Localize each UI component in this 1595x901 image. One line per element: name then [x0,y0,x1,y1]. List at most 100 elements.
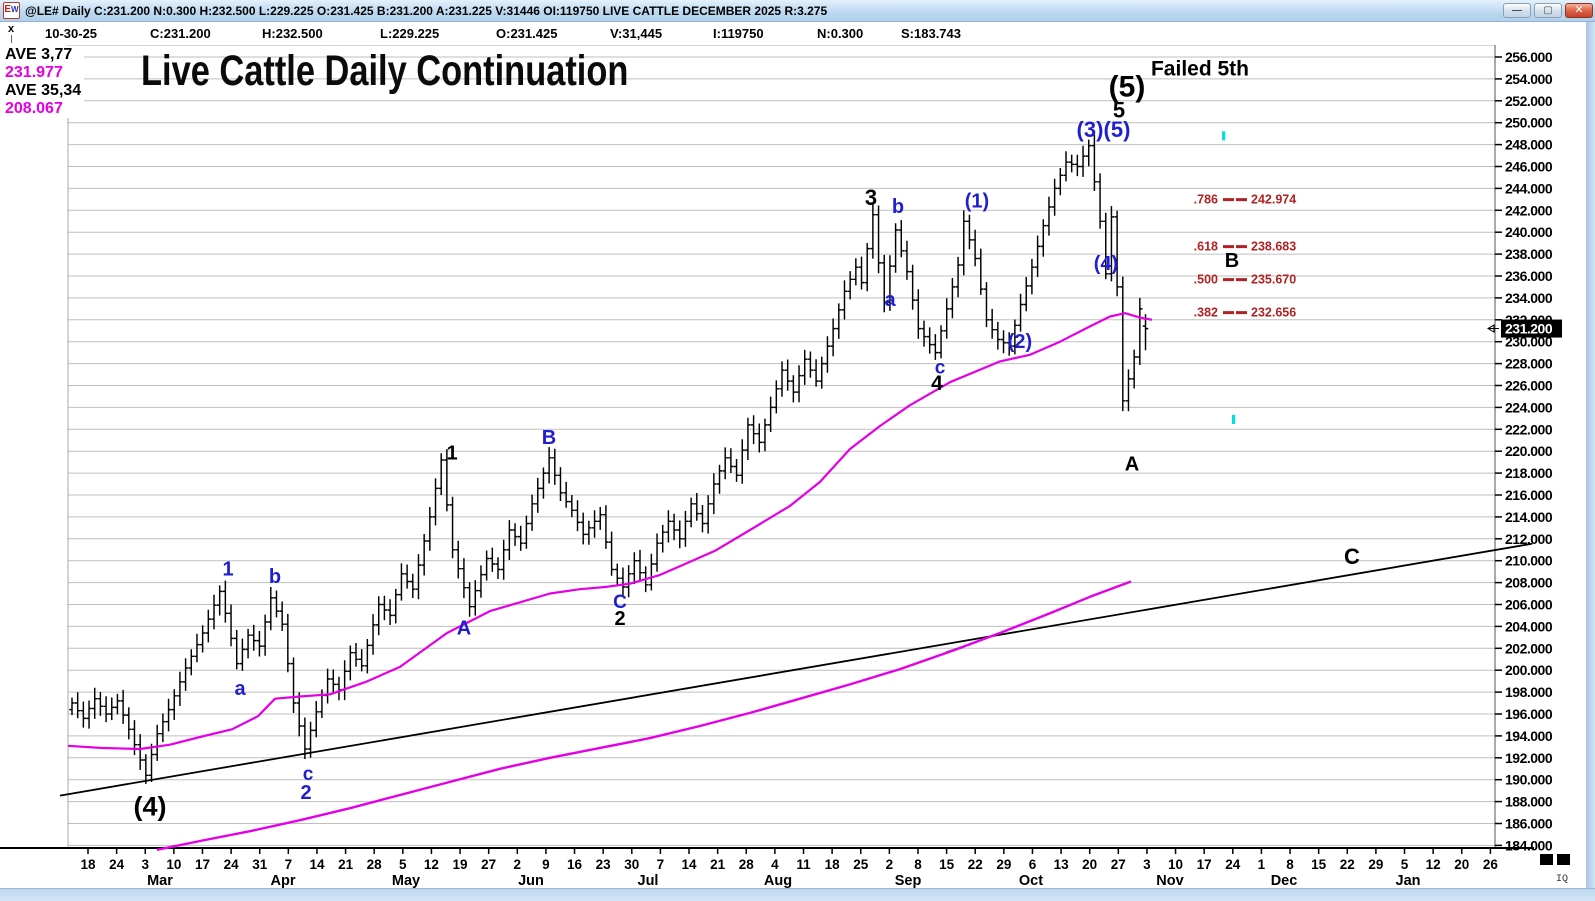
price-axis-label: 196.000 [1505,706,1553,722]
wave-label: (1) [965,191,989,213]
date-tick-label: 7 [285,857,293,872]
price-axis-label: 214.000 [1505,509,1553,525]
fib-ratio-label: .618 [1194,240,1218,254]
maximize-button[interactable]: ▢ [1534,3,1562,18]
wave-annotations: Failed 5th(5)5(3) (5)3 b (1)a(4) B(2)c4A1BAC… [134,58,1361,822]
fib-ratio-label: .382 [1194,306,1218,320]
date-tick-label: 22 [968,857,983,872]
price-axis-label: 202.000 [1505,640,1553,656]
wave-label: b [269,566,281,588]
month-label: Oct [1019,873,1043,889]
date-tick-label: 5 [1401,857,1409,872]
wave-label: (4) [1094,253,1118,275]
wave-label: a [884,289,896,311]
corner-scroll-buttons[interactable] [1540,854,1570,865]
quote-high: H:232.500 [262,26,323,41]
price-axis: 256.000 254.000 252.000 250.000 248.000 246.0… [1495,49,1553,853]
date-tick-label: 24 [224,857,240,872]
month-label: Apr [271,873,296,889]
date-tick-label: 12 [1426,857,1441,872]
quote-date: 10-30-25 [45,26,98,41]
fast-average-line [67,312,1153,751]
date-tick-label: 30 [624,857,639,872]
wave-label: (4) [134,792,167,822]
price-axis-label: 250.000 [1505,115,1553,131]
date-tick-label: 18 [80,857,96,872]
window-titlebar[interactable]: EW @LE# Daily C:231.200 N:0.300 H:232.50… [0,0,1595,22]
price-axis-label: 218.000 [1505,465,1553,481]
quote-volume: V:31,445 [610,26,663,41]
wave-label: 1 [446,442,457,464]
slow-average-label: AVE 35,34 [5,82,82,99]
date-tick-label: 6 [1029,857,1037,872]
date-tick-label: 8 [914,857,922,872]
wave-label: 3 [865,185,877,210]
date-tick-label: 10 [1168,857,1183,872]
price-axis-label: 256.000 [1505,49,1553,65]
wave-label: (5) [1109,70,1146,103]
vertical-scrollbar-strip[interactable] [1586,21,1595,900]
quote-settle: S:183.743 [901,26,961,41]
price-axis-label: 238.000 [1505,246,1553,262]
price-axis-label: 246.000 [1505,159,1553,175]
fib-ratio-label: .786 [1194,193,1218,207]
month-label: Sep [895,873,922,889]
price-axis-label: 252.000 [1505,93,1553,109]
date-tick-label: 23 [596,857,612,872]
price-axis-label: 226.000 [1505,378,1553,394]
month-label: Aug [764,873,792,889]
price-axis-label: 230.000 [1505,334,1553,350]
price-axis-label: 234.000 [1505,290,1553,306]
date-tick-label: 2 [514,857,522,872]
month-label: Nov [1156,873,1183,889]
fast-average-label: AVE 3,77 [5,46,73,63]
date-tick-label: 25 [853,857,869,872]
scroll-square-icon[interactable] [1540,854,1553,865]
quote-open: O:231.425 [496,26,558,41]
quote-low: L:229.225 [380,26,440,41]
window-title: @LE# Daily C:231.200 N:0.300 H:232.500 L… [25,3,828,18]
price-axis-label: 210.000 [1505,553,1553,569]
scroll-square-icon[interactable] [1557,854,1570,865]
feed-tag: IQ [1556,874,1569,885]
minimize-button[interactable]: — [1503,3,1531,18]
date-tick-label: 31 [252,857,268,872]
daily-price-bars [69,134,1149,784]
date-tick-label: 24 [1225,857,1241,872]
wave-label: (3) [1077,117,1104,142]
price-axis-label: 212.000 [1505,531,1553,547]
chart-title: Live Cattle Daily Continuation [141,47,629,95]
horizontal-scrollbar-strip[interactable] [0,888,1595,901]
date-tick-label: 19 [453,857,468,872]
price-axis-label: 222.000 [1505,421,1553,437]
date-tick-label: 22 [1340,857,1355,872]
price-axis-label: 236.000 [1505,268,1553,284]
date-tick-label: 10 [166,857,181,872]
date-tick-label: 14 [682,857,698,872]
month-label: May [392,873,420,889]
date-tick-label: 7 [657,857,665,872]
date-tick-label: 21 [338,857,354,872]
price-axis-label: 184.000 [1505,837,1553,853]
date-tick-label: 20 [1454,857,1469,872]
price-axis-label: 224.000 [1505,399,1553,415]
wave-label: (2) [1008,331,1032,353]
wave-label: c [935,358,946,379]
price-axis-label: 254.000 [1505,71,1553,87]
date-tick-label: 1 [1258,857,1266,872]
ohlc-bars-series [69,134,1149,784]
price-axis-label: 204.000 [1505,618,1553,634]
average-values-overlay: AVE 3,77 231.977 AVE 35,34 208.067 [5,46,85,118]
date-tick-label: 20 [1082,857,1097,872]
date-tick-label: 16 [567,857,583,872]
wave-label: 2 [614,608,625,630]
quote-status-bar: x 10-30-25 C:231.200 H:232.500 L:229.225… [0,22,1595,45]
wave-label: C [1344,544,1360,569]
price-axis-label: 248.000 [1505,137,1553,153]
close-button[interactable]: ✕ [1565,3,1593,18]
wave-label: B [542,427,556,449]
wave-label: Failed 5th [1151,58,1249,81]
crosshair-close-icon[interactable]: x [8,23,15,35]
date-tick-label: 28 [367,857,383,872]
